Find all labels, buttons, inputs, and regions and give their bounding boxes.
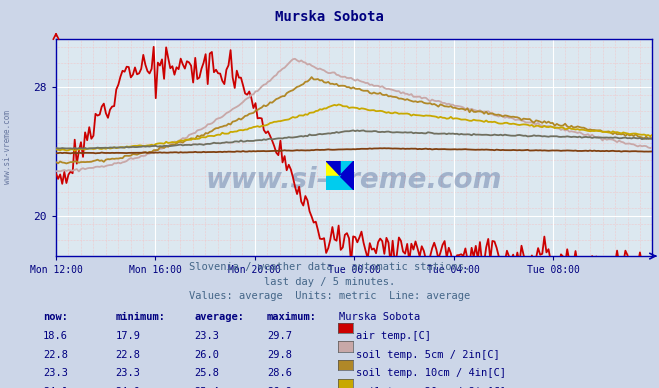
Text: 18.6: 18.6: [43, 331, 68, 341]
Polygon shape: [340, 175, 354, 190]
Text: 17.9: 17.9: [115, 331, 140, 341]
Text: 29.7: 29.7: [267, 331, 292, 341]
Text: Slovenia / weather data - automatic stations.: Slovenia / weather data - automatic stat…: [189, 262, 470, 272]
Text: 25.4: 25.4: [194, 387, 219, 388]
Text: average:: average:: [194, 312, 244, 322]
Text: 22.8: 22.8: [115, 350, 140, 360]
Polygon shape: [340, 175, 354, 190]
Text: 25.8: 25.8: [194, 368, 219, 378]
Text: Murska Sobota: Murska Sobota: [275, 10, 384, 24]
Bar: [326, 175, 340, 190]
Text: soil temp. 20cm / 8in[C]: soil temp. 20cm / 8in[C]: [356, 387, 506, 388]
Text: Murska Sobota: Murska Sobota: [339, 312, 420, 322]
Text: maximum:: maximum:: [267, 312, 317, 322]
Text: air temp.[C]: air temp.[C]: [356, 331, 431, 341]
Text: 22.8: 22.8: [43, 350, 68, 360]
Text: 23.3: 23.3: [115, 368, 140, 378]
Text: 23.3: 23.3: [194, 331, 219, 341]
Text: 26.9: 26.9: [267, 387, 292, 388]
Polygon shape: [326, 161, 340, 175]
Bar: [340, 161, 354, 175]
Bar: [326, 161, 340, 175]
Text: last day / 5 minutes.: last day / 5 minutes.: [264, 277, 395, 287]
Text: now:: now:: [43, 312, 68, 322]
Text: 23.3: 23.3: [43, 368, 68, 378]
Polygon shape: [340, 175, 354, 190]
Text: 26.0: 26.0: [194, 350, 219, 360]
Text: minimum:: minimum:: [115, 312, 165, 322]
Text: Values: average  Units: metric  Line: average: Values: average Units: metric Line: aver…: [189, 291, 470, 301]
Text: soil temp. 10cm / 4in[C]: soil temp. 10cm / 4in[C]: [356, 368, 506, 378]
Text: 29.8: 29.8: [267, 350, 292, 360]
Polygon shape: [340, 161, 354, 175]
Polygon shape: [340, 175, 354, 190]
Text: 24.1: 24.1: [43, 387, 68, 388]
Text: soil temp. 5cm / 2in[C]: soil temp. 5cm / 2in[C]: [356, 350, 500, 360]
Text: www.si-vreme.com: www.si-vreme.com: [3, 111, 13, 184]
Text: 28.6: 28.6: [267, 368, 292, 378]
Text: www.si-vreme.com: www.si-vreme.com: [206, 166, 502, 194]
Text: 24.0: 24.0: [115, 387, 140, 388]
